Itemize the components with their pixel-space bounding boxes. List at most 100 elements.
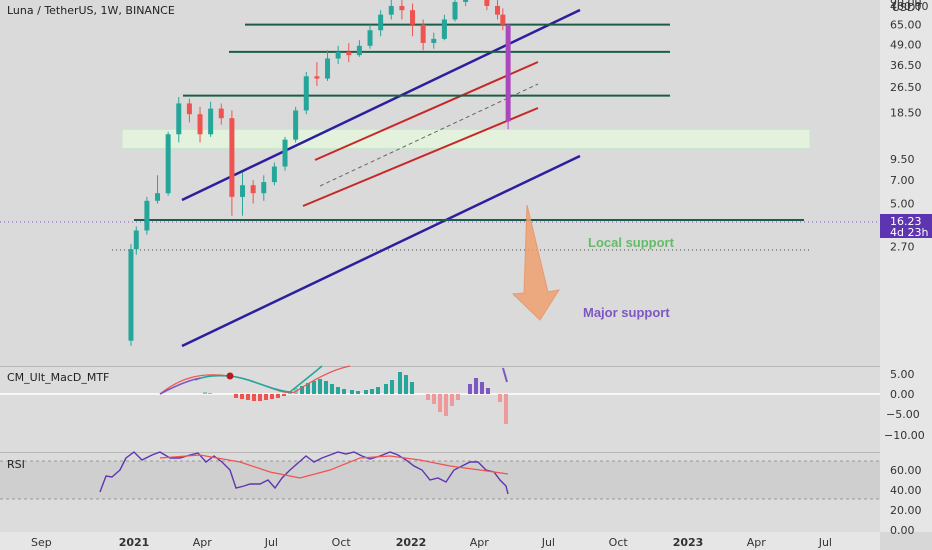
channel-upper-line[interactable] [181, 8, 581, 202]
candle-body [128, 249, 134, 341]
candle-body [500, 14, 506, 25]
macd-bar [282, 394, 286, 396]
candle-body [261, 182, 267, 194]
macd-histogram [203, 372, 508, 424]
macd-bar [486, 388, 490, 394]
candle [165, 131, 171, 196]
rsi-tick: 40.00 [890, 484, 922, 497]
candle-body [463, 0, 469, 2]
macd-bar [318, 379, 322, 394]
macd-bar [456, 394, 460, 400]
candle [484, 0, 490, 11]
macd-bar [252, 394, 256, 401]
macd-bar [324, 381, 328, 394]
macd-bar [468, 384, 472, 394]
macd-line-early [159, 377, 201, 395]
rsi-ma-line [159, 454, 509, 479]
candle-body [410, 10, 416, 25]
bar-countdown: 4d 23h [890, 226, 928, 239]
candle-body [431, 38, 437, 43]
local-support-label: Local support [588, 235, 675, 250]
price-tick: 36.50 [890, 59, 922, 72]
price-tick: 9.50 [890, 153, 915, 166]
time-tick: Sep [31, 536, 52, 549]
candle [500, 8, 506, 31]
inner-channel-upper-line[interactable] [314, 61, 539, 161]
inner-channel-lower-line[interactable] [302, 107, 539, 207]
macd-bar [450, 394, 454, 406]
candle [356, 40, 362, 57]
macd-bar [376, 387, 380, 394]
candle [197, 106, 203, 143]
time-tick: Jul [541, 536, 555, 549]
candle [229, 110, 235, 216]
price-tick: 26.50 [890, 81, 922, 94]
candle [250, 180, 256, 204]
macd-cross-dot [226, 372, 234, 380]
macd-bar [312, 381, 316, 394]
macd-bar [474, 378, 478, 394]
candle [155, 175, 161, 204]
channel-midline [319, 83, 539, 187]
macd-bar [390, 380, 394, 394]
candle [410, 3, 416, 37]
candle [378, 10, 384, 37]
macd-tick: 0.00 [890, 388, 915, 401]
candle-body [346, 51, 352, 56]
macd-bar [370, 389, 374, 394]
candle-body [218, 108, 224, 119]
macd-line [194, 365, 323, 393]
time-ticks: Sep 2021 Apr Jul Oct 2022 Apr Jul Oct 2023 Apr Jul [31, 536, 832, 549]
candle [335, 45, 341, 64]
candle [128, 243, 134, 346]
macd-bar [203, 392, 207, 394]
down-arrow[interactable] [511, 204, 561, 321]
time-tick: 2023 [673, 536, 704, 549]
time-tick: Oct [332, 536, 352, 549]
rsi-tick: 20.00 [890, 504, 922, 517]
candle-body [197, 114, 203, 135]
price-axis[interactable] [880, 0, 932, 532]
candle [261, 175, 267, 201]
candle [463, 0, 469, 6]
candle-body [240, 185, 246, 197]
candle [208, 101, 214, 137]
candle-body [325, 58, 331, 79]
candle [176, 97, 182, 143]
candle [388, 0, 394, 20]
price-tick: 400.00 [890, 0, 929, 13]
horizontal-levels[interactable] [134, 23, 804, 221]
macd-bar [480, 382, 484, 394]
macd-tick: −5.00 [886, 408, 920, 421]
time-tick: Apr [747, 536, 767, 549]
candle [314, 62, 320, 86]
last-price-tag [880, 214, 932, 238]
last-price-value: 16.23 [890, 215, 922, 228]
time-axis[interactable] [0, 532, 880, 550]
macd-bar [306, 383, 310, 394]
main-pane[interactable] [0, 0, 880, 366]
channel-lower-line[interactable] [181, 154, 581, 348]
macd-bar [208, 393, 212, 394]
candle [399, 0, 405, 20]
candle-body [335, 51, 341, 59]
candle [505, 23, 511, 130]
time-tick: 2021 [119, 536, 150, 549]
macd-bar [398, 372, 402, 394]
candle [186, 98, 192, 123]
candle-body [356, 45, 362, 56]
rsi-band [0, 461, 880, 499]
macd-bar [342, 389, 346, 394]
candle-body [186, 103, 192, 115]
candle-body [282, 139, 288, 167]
macd-bar [270, 394, 274, 399]
macd-bar [330, 384, 334, 394]
price-tick: 90.00 [890, 0, 922, 9]
candle [133, 226, 139, 255]
price-tick: 7.00 [890, 174, 915, 187]
price-tick: 65.00 [890, 19, 922, 32]
candle [144, 196, 150, 235]
candle-body [165, 134, 171, 194]
candle-body [367, 30, 373, 46]
